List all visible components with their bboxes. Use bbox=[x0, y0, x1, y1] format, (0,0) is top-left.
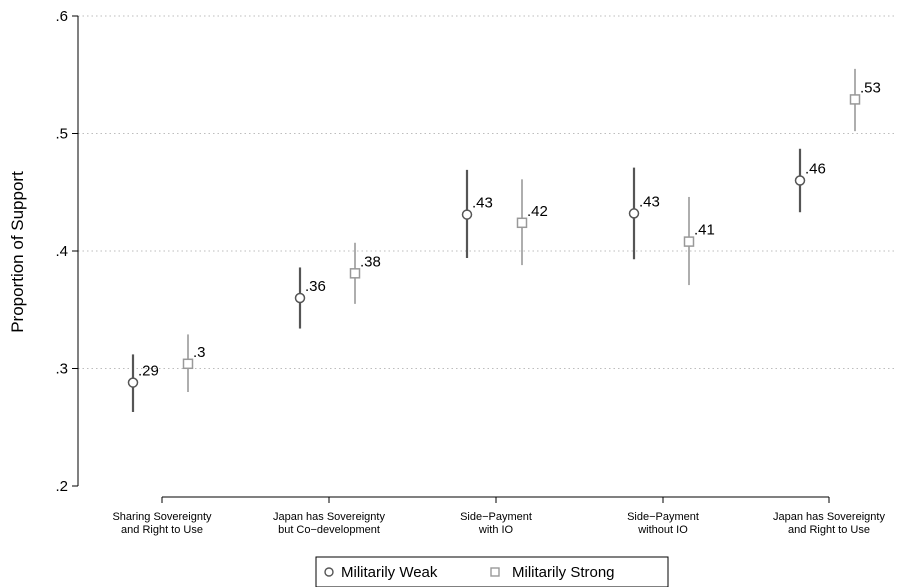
legend-label: Militarily Strong bbox=[512, 564, 615, 581]
data-label: .43 bbox=[472, 195, 493, 212]
data-marks: .29 .36 .43 .43 .46 .3 .38 .42 .41 .53 bbox=[127, 68, 881, 412]
data-point bbox=[182, 358, 194, 370]
series-strong: .3 .38 .42 .41 .53 bbox=[182, 68, 881, 392]
legend-label: Militarily Weak bbox=[341, 564, 438, 581]
data-label: .41 bbox=[694, 222, 715, 239]
data-label: .42 bbox=[527, 203, 548, 220]
data-point bbox=[461, 209, 473, 220]
series-weak: .29 .36 .43 .43 .46 bbox=[127, 148, 826, 412]
x-axis-ticks: Sharing Sovereignty and Right to Use Japan… bbox=[112, 497, 885, 536]
x-tick-label: Side−Payment with IO bbox=[460, 511, 532, 536]
data-label: .53 bbox=[860, 79, 881, 96]
y-axis-label: Proportion of Support bbox=[8, 171, 27, 333]
y-tick-label: .6 bbox=[55, 8, 68, 25]
legend-marker-weak bbox=[324, 567, 334, 577]
y-tick-label: .2 bbox=[55, 478, 68, 495]
x-tick-label: Side−Payment without IO bbox=[627, 511, 699, 536]
data-label: .3 bbox=[193, 344, 206, 361]
data-point bbox=[794, 175, 806, 186]
data-label: .38 bbox=[360, 253, 381, 270]
y-axis-ticks: .2 .3 .4 .5 .6 bbox=[55, 8, 78, 495]
legend: Militarily Weak Militarily Strong bbox=[315, 556, 669, 587]
x-tick-label: Sharing Sovereignty and Right to Use bbox=[112, 511, 212, 536]
data-label: .36 bbox=[305, 278, 326, 295]
gridlines bbox=[78, 15, 897, 369]
data-point bbox=[127, 377, 139, 388]
data-point bbox=[628, 208, 640, 219]
y-tick-label: .4 bbox=[55, 243, 68, 260]
x-tick-label: Japan has Sovereignty but Co−development bbox=[273, 511, 385, 536]
y-tick-label: .5 bbox=[55, 126, 68, 143]
data-label: .29 bbox=[138, 363, 159, 380]
data-point bbox=[683, 236, 695, 247]
data-label: .46 bbox=[805, 161, 826, 178]
legend-marker-strong bbox=[490, 567, 500, 577]
data-point bbox=[516, 217, 528, 229]
data-label: .43 bbox=[639, 193, 660, 210]
data-point bbox=[294, 292, 306, 304]
data-point bbox=[349, 268, 361, 279]
data-point bbox=[849, 94, 861, 105]
y-tick-label: .3 bbox=[55, 361, 68, 378]
x-tick-label: Japan has Sovereignty and Right to Use bbox=[773, 511, 885, 536]
